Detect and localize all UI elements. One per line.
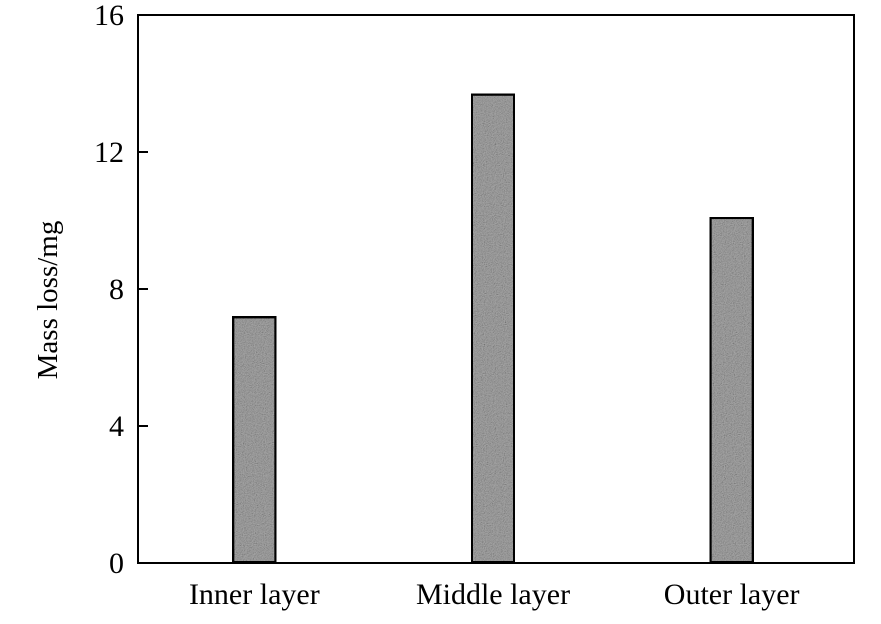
- bar-middle-layer: [469, 91, 517, 566]
- bar-outer-layer: [707, 215, 756, 565]
- y-axis-ticks: [138, 14, 148, 564]
- bar-inner-layer: [230, 314, 279, 565]
- y-axis-title: Mass loss/mg: [32, 221, 64, 380]
- bars: [230, 91, 756, 566]
- x-category-label: Inner layer: [189, 578, 320, 611]
- y-tick-label: 4: [109, 410, 124, 443]
- x-category-label: Middle layer: [416, 578, 570, 611]
- y-tick-label: 8: [109, 273, 124, 306]
- category-labels: Inner layer Middle layer Outer layer: [189, 578, 800, 611]
- y-tick-label: 16: [94, 0, 124, 32]
- y-tick-label: 12: [94, 136, 124, 169]
- y-axis-tick-labels: 0 4 8 12 16: [94, 0, 124, 580]
- x-category-label: Outer layer: [664, 578, 800, 611]
- y-tick-label: 0: [109, 547, 124, 580]
